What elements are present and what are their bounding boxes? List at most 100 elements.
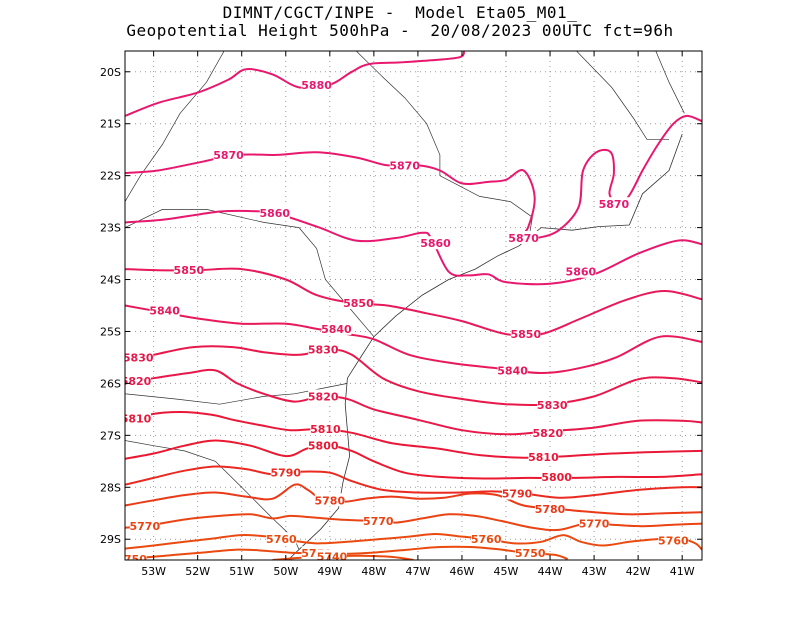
y-tick-label: 23S: [100, 222, 121, 235]
x-tick-label: 53W: [141, 565, 166, 578]
contour-label: 5790: [270, 467, 301, 480]
contour-label-bg: [314, 493, 345, 507]
state-border: [125, 383, 348, 405]
x-tick-label: 49W: [317, 565, 342, 578]
contour-5790: [125, 465, 702, 499]
contour-label: 5870: [213, 149, 244, 162]
contour-label: 5860: [566, 266, 597, 279]
contour-label-bg: [363, 514, 394, 528]
contour-label: 5840: [149, 305, 180, 318]
contour-label-bg: [658, 533, 689, 547]
contour-label: 5870: [389, 159, 420, 172]
contour-label: 5800: [308, 440, 339, 453]
contour-label: 5820: [308, 390, 339, 403]
y-tick-label: 22S: [100, 170, 121, 183]
contour-label-bg: [125, 551, 147, 560]
contour-5780: [125, 483, 702, 516]
contour-label: 5780: [315, 494, 346, 507]
contour-label-bg: [598, 197, 629, 211]
y-tick-label: 21S: [100, 118, 121, 131]
contour-label-bg: [125, 411, 152, 425]
y-tick-label: 25S: [100, 325, 121, 338]
contour-label-bg: [213, 147, 244, 161]
contour-label: 5770: [579, 518, 610, 531]
contour-labels: 5880 5870 5870 5870 5870 5860 5860 5860 5850 5850…: [116, 77, 689, 566]
contour-label: 5760: [266, 533, 297, 546]
contour-5820: [125, 368, 702, 436]
contour-label: 5840: [321, 323, 352, 336]
x-tick-label: 51W: [229, 565, 254, 578]
x-tick-label: 50W: [273, 565, 298, 578]
contour-label-bg: [510, 327, 541, 341]
contour-5760: [125, 533, 702, 551]
contour-label: 5820: [121, 375, 152, 388]
contour-label-bg: [125, 350, 154, 364]
contour-5850: [125, 267, 702, 337]
contour-label-bg: [537, 398, 568, 412]
contour-label-bg: [173, 263, 204, 277]
contour-label-bg: [149, 303, 180, 317]
contour-label-bg: [129, 519, 160, 533]
x-tick-label: 42W: [626, 565, 651, 578]
x-tick-label: 41W: [670, 565, 695, 578]
contour-label-bg: [125, 373, 152, 387]
contour-label-bg: [535, 502, 566, 516]
contour-5750: [125, 545, 569, 560]
contour-5830: [125, 345, 702, 406]
contour-label: 5760: [471, 533, 502, 546]
contour-label: 5850: [511, 328, 542, 341]
contour-label-bg: [301, 77, 332, 91]
contour-label-bg: [565, 264, 596, 278]
x-tick-label: 47W: [405, 565, 430, 578]
contour-label-bg: [308, 438, 339, 452]
y-tick-label: 26S: [100, 377, 121, 390]
x-tick-label: 46W: [450, 565, 475, 578]
map-title: DIMNT/CGCT/INPE - Model Eta05_M01_ Geopo…: [0, 4, 800, 40]
y-tick-label: 27S: [100, 429, 121, 442]
contour-5860: [125, 209, 702, 286]
contour-5810: [125, 411, 702, 459]
contour-label-bg: [321, 321, 352, 335]
coastline: [287, 133, 683, 560]
contour-label-bg: [266, 532, 297, 546]
contour-label: 5810: [121, 413, 152, 426]
contour-label-bg: [497, 363, 528, 377]
contour-label-bg: [532, 425, 563, 439]
contour-label: 5750: [116, 553, 147, 566]
contour-label: 5880: [301, 79, 332, 92]
x-tick-label: 43W: [582, 565, 607, 578]
contour-label-bg: [420, 236, 451, 250]
y-tick-label: 20S: [100, 66, 121, 79]
contour-label: 5820: [533, 427, 564, 440]
title-line-source: DIMNT/CGCT/INPE - Model Eta05_M01_: [222, 3, 578, 22]
x-tick-label: 48W: [361, 565, 386, 578]
contour-label-bg: [502, 486, 533, 500]
contour-label-bg: [389, 158, 420, 172]
contour-label: 5860: [259, 207, 290, 220]
state-border: [576, 51, 669, 140]
state-border: [125, 51, 225, 202]
contour-5870: [125, 114, 702, 241]
contour-label: 5850: [343, 297, 374, 310]
contour-label: 5790: [502, 488, 533, 501]
contour-label-bg: [308, 389, 339, 403]
contour-label: 5780: [535, 503, 566, 516]
contour-label: 5770: [363, 515, 394, 528]
contour-label-bg: [579, 516, 610, 530]
contour-label: 5760: [658, 534, 689, 547]
x-tick-label: 52W: [185, 565, 210, 578]
plot-frame: [124, 50, 703, 561]
state-border: [355, 51, 533, 244]
contour-label: 5750: [515, 547, 546, 560]
contour-label-bg: [515, 546, 546, 560]
contour-label-bg: [270, 465, 301, 479]
contour-label: 5860: [420, 237, 451, 250]
contour-label: 5800: [541, 471, 572, 484]
contour-label: 5850: [174, 264, 205, 277]
contour-label-bg: [528, 450, 559, 464]
x-tick-label: 44W: [538, 565, 563, 578]
y-tick-label: 29S: [100, 533, 121, 546]
contour-label-bg: [471, 532, 502, 546]
x-tick-label: 45W: [494, 565, 519, 578]
